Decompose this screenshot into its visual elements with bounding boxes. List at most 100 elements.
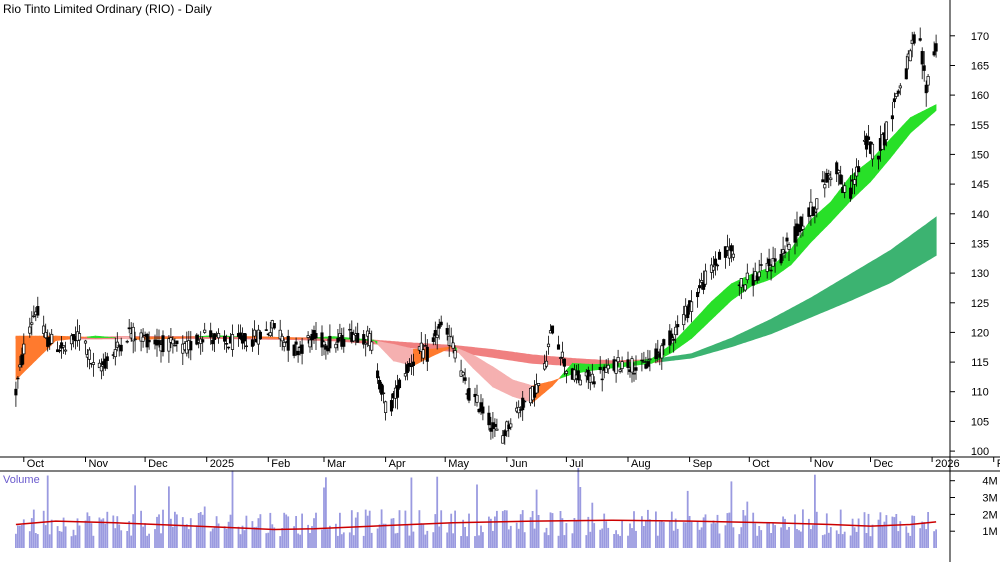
volume-bar [877,519,880,548]
volume-bar [408,535,411,548]
volume-bar [744,515,747,548]
candle-body-up [843,185,847,193]
short-ma-band-segment [261,336,267,339]
candle-body-up [739,278,743,288]
volume-bar [398,510,401,548]
candle-body-down [912,34,916,44]
volume-bar [211,528,214,548]
candle-body-down [866,136,871,140]
candle-body-up [461,372,465,376]
volume-bar [350,510,353,548]
volume-bar [90,523,93,548]
candle-body-down [328,335,332,349]
volume-bar [503,510,506,548]
volume-bar [183,525,186,548]
volume-bar [911,515,914,548]
volume-bar [255,526,258,548]
candle-body-up [632,372,636,375]
candle-body-down [336,337,340,343]
candle-body-up [590,373,594,383]
candle-body-down [755,275,759,281]
short-ma-band-segment [719,290,724,313]
volume-bar [15,533,17,548]
short-ma-band-segment [484,361,490,384]
volume-bar [603,513,606,548]
candle-body-up [495,428,499,431]
candle-body-down [405,364,409,373]
volume-bar [756,535,759,548]
candle-body-up [606,364,610,370]
candle-body-down [209,330,213,338]
candle-body-down [397,379,402,389]
candle-body-down [723,246,727,258]
candle-body-up [564,370,568,374]
candle-body-up [308,339,312,348]
volume-bar [140,510,142,548]
candle-body-down [201,339,205,343]
candle-body-up [711,266,716,271]
volume-bar [474,536,476,548]
candle-body-down [227,346,231,349]
short-ma-band-segment [150,336,156,340]
candle-body-down [189,341,193,351]
candle-body-down [924,84,928,94]
candle-body-down [161,335,165,353]
candle-body-up [827,173,831,176]
volume-bar [257,518,260,548]
month-tick-label: Jun [510,458,528,470]
volume-bar [549,512,552,548]
candle-body-up [403,373,407,377]
candle-body-up [91,362,95,365]
candle-body-down [407,363,411,367]
candle-body-down [892,98,896,103]
candle-body-down [493,423,497,427]
candle-body-down [576,370,580,381]
short-ma-band-segment [480,359,486,381]
candle-body-up [765,262,769,272]
candle-body-down [157,340,161,345]
volume-bar [881,525,884,548]
candle-body-down [668,330,672,346]
volume-bar [376,528,379,548]
volume-bar [128,521,131,548]
volume-bar [325,477,327,548]
volume-bar [682,522,685,548]
volume-bar [132,514,135,548]
candle-body-up [771,258,775,267]
volume-bar [492,530,494,548]
price-tick-label: 130 [971,268,989,280]
candle-body-down [562,358,566,367]
volume-bar [643,526,645,548]
volume-tick-label: 3M [982,493,997,505]
volume-bar [933,531,935,548]
volume-bar [716,514,719,548]
volume-bar [64,526,67,548]
volume-bar [197,513,200,548]
volume-tick-label: 4M [982,476,997,488]
volume-bar [384,523,387,548]
volume-bar [802,509,804,548]
chart-title: Rio Tinto Limited Ordinary (RIO) - Daily [3,2,212,16]
month-tick-label: Dec [874,458,894,470]
volume-bar [154,529,156,548]
candle-body-down [423,345,427,347]
candle-body-down [839,174,843,185]
candle-body-down [314,333,318,339]
candle-body-up [282,341,286,347]
candle-body-up [141,336,145,342]
candle-body-down [445,328,449,335]
candle-body-up [829,177,833,180]
volume-bar [545,527,548,548]
volume-bar [418,510,421,548]
volume-bar [118,524,121,548]
volume-bar [482,532,484,548]
volume-bar [704,514,707,548]
candle-body-down [783,251,787,254]
volume-bar [740,527,743,548]
volume-bar [237,526,240,548]
volume-bar [36,534,39,548]
candle-body-up [451,342,455,349]
volume-bar [120,530,123,548]
candle-body-down [729,245,733,252]
price-tick-label: 170 [971,31,989,43]
